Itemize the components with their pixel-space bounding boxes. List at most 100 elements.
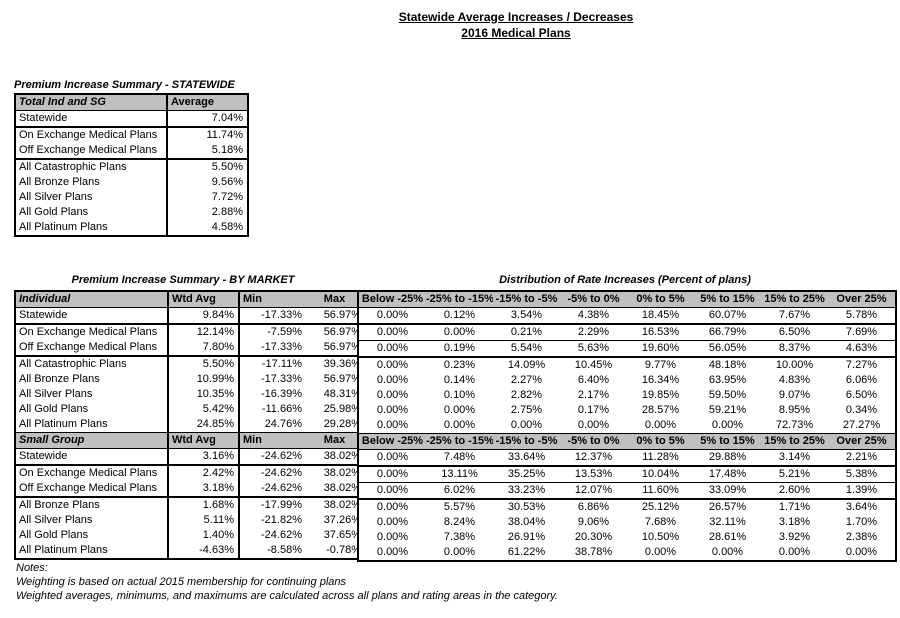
row-label: All Catastrophic Plans <box>15 355 169 372</box>
value-cell: 1.70% <box>845 516 878 528</box>
value-cell: 5.57% <box>426 498 493 515</box>
column-header: Min <box>239 432 304 449</box>
row-label: All Silver Plans <box>15 387 169 402</box>
value-cell: 9.77% <box>627 356 694 373</box>
row-label: All Platinum Plans <box>15 417 169 433</box>
value-cell: 9.06% <box>577 516 610 528</box>
value-cell: 0.10% <box>443 389 476 401</box>
value-cell: 0.00% <box>644 419 677 431</box>
column-header: Min <box>239 291 304 308</box>
table-row: Statewide 3.16% -24.62% 38.02% <box>15 448 366 465</box>
value-cell: 0.00% <box>443 419 476 431</box>
value-cell: 33.09% <box>694 482 761 499</box>
row-label: Statewide <box>15 448 169 465</box>
value-cell: 0.00% <box>376 374 409 386</box>
value-cell: 5.38% <box>828 465 896 483</box>
value-cell: 56.97% <box>323 341 361 353</box>
value-cell: 28.57% <box>641 404 680 416</box>
value-cell: -24.62% <box>261 450 302 462</box>
value-cell: 19.85% <box>641 389 680 401</box>
value-cell: 7.04% <box>211 112 243 124</box>
row-label: All Gold Plans <box>15 528 169 543</box>
value-cell: 0.17% <box>577 404 610 416</box>
column-header: -25% to -15% <box>426 291 493 308</box>
row-label: On Exchange Medical Plans <box>15 126 168 143</box>
value-cell: 18.45% <box>641 309 680 321</box>
by-market-table-title: Premium Increase Summary - BY MARKET <box>71 274 295 286</box>
statewide-table-title: Premium Increase Summary - STATEWIDE <box>14 79 235 91</box>
value-cell: 37.26% <box>323 514 361 526</box>
value-cell: -16.39% <box>261 388 302 400</box>
value-cell: 0.00% <box>358 356 426 373</box>
value-cell: 17.48% <box>694 465 761 483</box>
value-cell: 38.04% <box>507 516 546 528</box>
column-header: -25% to -15% <box>426 433 493 450</box>
column-header: -15% to -5% <box>493 291 560 308</box>
value-cell: 61.22% <box>507 546 546 558</box>
table-row: 0.00% 7.48% 33.64% 12.37% 11.28% 29.88% 3.14% 2… <box>358 450 896 467</box>
value-cell: 4.58% <box>211 221 243 233</box>
value-cell: 0.00% <box>376 389 409 401</box>
value-cell: 0.00% <box>443 546 476 558</box>
row-label: Off Exchange Medical Plans <box>15 481 169 497</box>
row-label: All Platinum Plans <box>15 543 169 559</box>
row-label: Off Exchange Medical Plans <box>15 143 168 159</box>
table-row: All Gold Plans 1.40% -24.62% 37.65% <box>15 528 366 543</box>
section-header: Individual <box>15 291 169 308</box>
table-row: 0.00% 0.10% 2.82% 2.17% 19.85% 59.50% 9.07% 6.5… <box>358 388 896 403</box>
value-cell: 11.28% <box>642 451 679 463</box>
value-cell: 0.00% <box>358 340 426 357</box>
table-row: Off Exchange Medical Plans 7.80% -17.33% 56… <box>15 340 366 356</box>
value-cell: 1.40% <box>168 528 240 543</box>
value-cell: 0.00% <box>376 546 409 558</box>
value-cell: 0.00% <box>778 546 811 558</box>
value-cell: 5.50% <box>167 158 248 175</box>
table-row: Off Exchange Medical Plans 3.18% -24.62% 38… <box>15 481 366 497</box>
value-cell: 26.57% <box>694 498 761 515</box>
value-cell: 0.00% <box>358 465 426 483</box>
value-cell: 10.04% <box>627 465 694 483</box>
value-cell: 0.19% <box>426 340 493 357</box>
table-row: All Platinum Plans -4.63% -8.58% -0.78% <box>15 543 366 559</box>
value-cell: 66.79% <box>694 323 761 341</box>
value-cell: 63.95% <box>708 374 747 386</box>
row-label: All Silver Plans <box>15 513 169 528</box>
table-row: 0.00% 0.00% 61.22% 38.78% 0.00% 0.00% 0.00% 0.0… <box>358 545 896 561</box>
row-label: On Exchange Medical Plans <box>15 323 169 340</box>
column-header: -5% to 0% <box>560 291 627 308</box>
table-row: All Silver Plans 7.72% <box>15 190 248 205</box>
table-row: Below -25% -25% to -15% -15% to -5% -5% to … <box>358 291 896 308</box>
notes-line: Weighted averages, minimums, and maximum… <box>16 590 558 602</box>
value-cell: 5.42% <box>168 402 240 417</box>
value-cell: 6.86% <box>560 498 627 515</box>
table-row: 0.00% 7.38% 26.91% 20.30% 10.50% 28.61% 3.92% 2… <box>358 530 896 545</box>
value-cell: 2.60% <box>761 482 828 499</box>
value-cell: 16.34% <box>641 374 680 386</box>
value-cell: 5.78% <box>845 309 878 321</box>
value-cell: -17.99% <box>239 496 304 513</box>
value-cell: 8.37% <box>761 340 828 357</box>
value-cell: 13.53% <box>560 465 627 483</box>
table-row: All Silver Plans 10.35% -16.39% 48.31% <box>15 387 366 402</box>
value-cell: 6.50% <box>845 389 878 401</box>
table-row: Small Group Wtd Avg Min Max <box>15 432 366 449</box>
value-cell: 56.05% <box>694 340 761 357</box>
value-cell: 33.64% <box>507 451 546 463</box>
value-cell: 13.11% <box>426 465 493 483</box>
value-cell: 0.21% <box>493 323 560 341</box>
table-row: Below -25% -25% to -15% -15% to -5% -5% to … <box>358 433 896 450</box>
value-cell: 25.12% <box>627 498 694 515</box>
value-cell: 5.11% <box>168 513 240 528</box>
value-cell: 2.17% <box>577 389 610 401</box>
row-label: Statewide <box>15 110 168 127</box>
value-cell: 0.00% <box>376 404 409 416</box>
value-cell: 5.18% <box>211 144 243 156</box>
value-cell: 3.64% <box>828 498 896 515</box>
value-cell: 9.07% <box>778 389 811 401</box>
value-cell: 1.39% <box>828 482 896 499</box>
value-cell: 7.80% <box>168 340 240 356</box>
value-cell: 35.25% <box>493 465 560 483</box>
notes-heading: Notes: <box>16 562 48 574</box>
value-cell: 6.06% <box>845 374 878 386</box>
column-header: 15% to 25% <box>761 291 828 308</box>
